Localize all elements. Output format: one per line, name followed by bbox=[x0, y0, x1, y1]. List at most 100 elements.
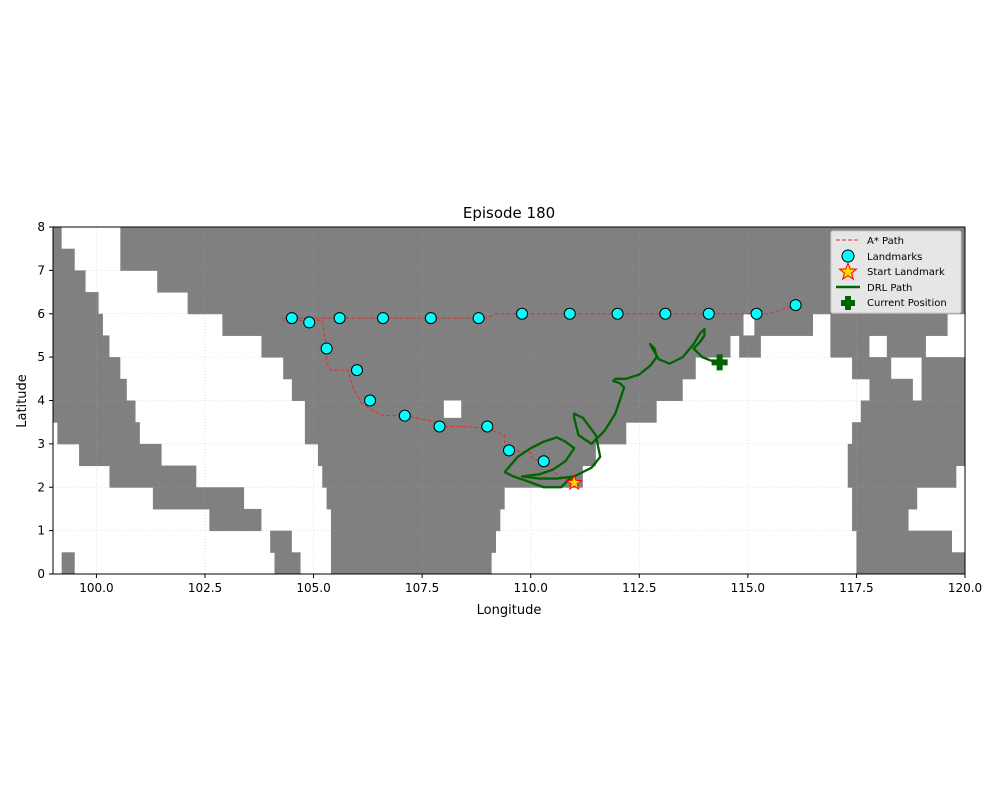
legend-start-swatch bbox=[838, 261, 858, 281]
land-cell bbox=[291, 378, 683, 401]
x-tick-label: 112.5 bbox=[622, 581, 656, 595]
land-cell bbox=[187, 292, 965, 315]
x-tick-label: 102.5 bbox=[188, 581, 222, 595]
land-cell bbox=[53, 248, 75, 271]
land-cell bbox=[921, 378, 965, 401]
x-tick-label: 100.0 bbox=[79, 581, 113, 595]
land-cell bbox=[152, 487, 245, 510]
landmark-point bbox=[398, 409, 411, 422]
land-cell bbox=[330, 508, 501, 532]
x-axis-label: Longitude bbox=[477, 603, 542, 618]
land-cell bbox=[53, 313, 103, 336]
landmark-point bbox=[789, 299, 802, 312]
land-cell bbox=[53, 400, 136, 423]
current-position-marker bbox=[711, 354, 728, 371]
x-tick-label: 110.0 bbox=[514, 581, 548, 595]
x-tick-label: 107.5 bbox=[405, 581, 439, 595]
land-cell bbox=[53, 292, 99, 315]
landmark-point bbox=[377, 312, 390, 325]
landmark-point bbox=[537, 455, 550, 468]
landmark-point bbox=[333, 312, 346, 325]
y-axis-label: Latitude bbox=[15, 374, 30, 428]
land-cell bbox=[852, 487, 918, 510]
legend-landmark-swatch bbox=[841, 249, 855, 263]
land-cell bbox=[261, 335, 731, 358]
drl-path-line bbox=[503, 327, 720, 489]
landmark-point bbox=[481, 420, 494, 433]
land-cell bbox=[157, 270, 965, 293]
x-tick-label: 117.5 bbox=[839, 581, 873, 595]
land-cell bbox=[860, 400, 965, 423]
landmark-point bbox=[351, 364, 363, 377]
land-cell bbox=[869, 378, 913, 401]
land-cell bbox=[830, 313, 948, 336]
land-cell bbox=[283, 357, 696, 380]
land-cell bbox=[754, 313, 813, 336]
chart-title: Episode 180 bbox=[463, 204, 555, 222]
landmark-point bbox=[611, 307, 624, 320]
landmark-point bbox=[750, 307, 763, 320]
start-landmark bbox=[565, 473, 583, 491]
x-tick-label: 115.0 bbox=[731, 581, 765, 595]
land-cell bbox=[53, 270, 86, 293]
y-tick-label: 2 bbox=[37, 480, 45, 494]
y-tick-label: 7 bbox=[37, 263, 45, 277]
land-cell bbox=[852, 422, 965, 445]
land-cell bbox=[852, 357, 892, 380]
plot-area bbox=[53, 227, 965, 574]
land-mask bbox=[53, 227, 965, 574]
land-cell bbox=[222, 313, 744, 336]
y-tick-label: 8 bbox=[37, 220, 45, 234]
legend-landmark-label: Landmarks bbox=[867, 252, 922, 263]
landmark-point bbox=[702, 307, 715, 320]
landmarks bbox=[285, 299, 802, 468]
y-axis-ticks: 0 1 2 3 4 5 6 7 8 bbox=[37, 220, 53, 581]
landmark-point bbox=[285, 312, 298, 325]
land-cell bbox=[847, 443, 965, 467]
land-cell bbox=[856, 552, 965, 574]
lake-cell bbox=[443, 400, 462, 418]
landmark-point bbox=[516, 307, 529, 320]
land-cell bbox=[53, 335, 110, 358]
x-axis-ticks: 100.0 102.5 105.0 107.5 110.0 112.5 115.0 117.5… bbox=[79, 574, 982, 595]
legend-current-label: Current Position bbox=[867, 298, 947, 309]
landmark-point bbox=[433, 420, 446, 433]
x-tick-label: 105.0 bbox=[296, 581, 330, 595]
land-cell bbox=[856, 530, 952, 553]
drl-path bbox=[503, 327, 720, 489]
y-tick-label: 4 bbox=[37, 394, 45, 408]
land-cell bbox=[120, 248, 965, 271]
y-tick-label: 5 bbox=[37, 350, 45, 364]
land-cell bbox=[847, 465, 957, 488]
land-cell bbox=[109, 465, 197, 488]
landmark-point bbox=[472, 312, 485, 325]
land-cell bbox=[53, 378, 127, 401]
y-tick-label: 6 bbox=[37, 307, 45, 321]
legend: A* Path Landmarks Start Landmark DRL Pat… bbox=[830, 230, 962, 314]
land-cell bbox=[304, 400, 657, 423]
land-cell bbox=[921, 357, 965, 380]
current-position bbox=[711, 354, 728, 371]
land-cell bbox=[274, 552, 301, 574]
landmark-point bbox=[503, 444, 515, 457]
y-tick-label: 0 bbox=[37, 567, 45, 581]
land-cell bbox=[79, 443, 162, 467]
land-cell bbox=[57, 422, 140, 445]
landmark-point bbox=[563, 307, 576, 320]
land-cell bbox=[53, 227, 62, 250]
legend-current-swatch bbox=[841, 296, 855, 310]
landmark-point bbox=[364, 394, 377, 407]
land-cell bbox=[326, 487, 505, 510]
land-cell bbox=[830, 335, 870, 358]
land-cell bbox=[270, 530, 292, 553]
land-cell bbox=[852, 508, 909, 532]
legend-box bbox=[830, 230, 962, 314]
landmark-point bbox=[424, 312, 437, 325]
x-tick-label: 120.0 bbox=[948, 581, 982, 595]
y-tick-label: 3 bbox=[37, 437, 45, 451]
start-landmark-point bbox=[565, 473, 583, 491]
land-cell bbox=[739, 335, 761, 358]
legend-drl-label: DRL Path bbox=[867, 283, 912, 294]
legend-start-label: Start Landmark bbox=[867, 267, 945, 278]
